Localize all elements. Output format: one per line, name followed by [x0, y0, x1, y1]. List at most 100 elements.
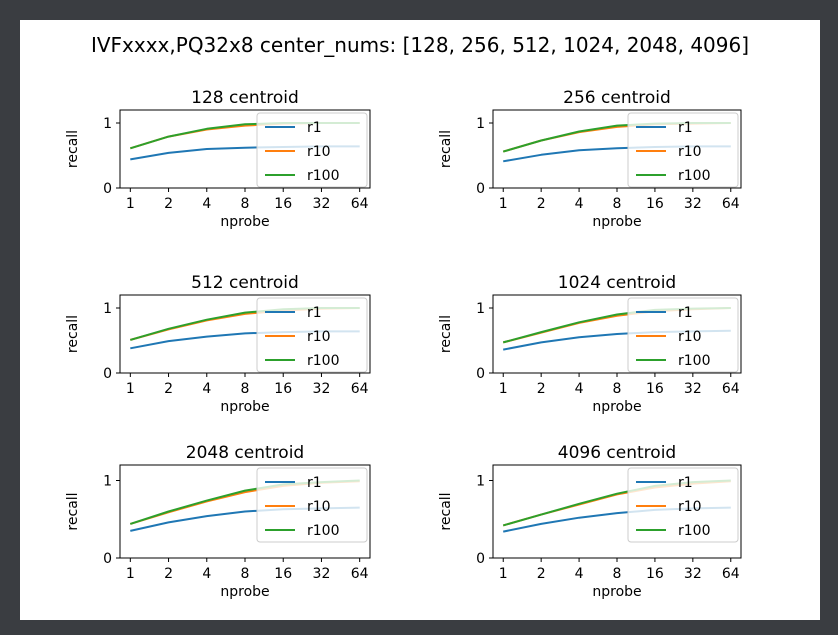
- y-tick-label: 1: [476, 301, 485, 317]
- x-tick-label: 64: [722, 196, 740, 212]
- x-tick-label: 16: [274, 381, 292, 397]
- figure: IVFxxxx,PQ32x8 center_nums: [128, 256, 5…: [20, 20, 820, 620]
- legend-label-r100: r100: [307, 523, 339, 539]
- legend-label-r1: r1: [678, 120, 693, 136]
- x-tick-label: 4: [202, 381, 211, 397]
- legend-box: [627, 112, 739, 188]
- legend: r1 r10 r100: [256, 112, 368, 188]
- x-axis-label: nprobe: [220, 584, 269, 600]
- legend-label-r1: r1: [307, 475, 322, 491]
- legend-label-r1: r1: [678, 305, 693, 321]
- x-tick-label: 2: [537, 381, 546, 397]
- y-tick-label: 0: [476, 366, 485, 382]
- legend-box: [627, 467, 739, 543]
- subplot-title: 1024 centroid: [558, 273, 676, 293]
- y-tick-label: 1: [103, 301, 112, 317]
- legend: r1 r10 r100: [256, 297, 368, 373]
- x-tick-label: 32: [684, 381, 702, 397]
- legend-label-r1: r1: [307, 120, 322, 136]
- x-tick-label: 1: [126, 381, 135, 397]
- x-tick-label: 1: [499, 566, 508, 582]
- x-tick-label: 2: [164, 566, 173, 582]
- legend-box: [256, 467, 368, 543]
- y-tick-label: 1: [476, 116, 485, 132]
- subplot-title: 128 centroid: [191, 88, 299, 108]
- subplot-title: 2048 centroid: [186, 443, 304, 463]
- x-tick-label: 8: [613, 566, 622, 582]
- x-tick-label: 1: [499, 196, 508, 212]
- y-axis-label: recall: [438, 492, 454, 530]
- x-tick-label: 64: [351, 381, 369, 397]
- x-tick-label: 32: [313, 566, 331, 582]
- x-tick-label: 4: [575, 566, 584, 582]
- legend-box: [256, 112, 368, 188]
- legend: r1 r10 r100: [627, 112, 739, 188]
- x-tick-label: 16: [646, 196, 664, 212]
- legend-label-r10: r10: [678, 329, 702, 345]
- y-axis-label: recall: [438, 315, 454, 353]
- x-axis-label: nprobe: [592, 584, 641, 600]
- y-tick-label: 1: [476, 474, 485, 490]
- legend-label-r10: r10: [678, 499, 702, 515]
- figure-canvas: IVFxxxx,PQ32x8 center_nums: [128, 256, 5…: [20, 20, 820, 620]
- legend-label-r100: r100: [678, 523, 710, 539]
- x-tick-label: 64: [722, 381, 740, 397]
- x-tick-label: 2: [164, 196, 173, 212]
- legend: r1 r10 r100: [627, 297, 739, 373]
- x-tick-label: 4: [202, 566, 211, 582]
- x-axis-label: nprobe: [220, 214, 269, 230]
- x-tick-label: 32: [684, 566, 702, 582]
- x-tick-label: 1: [126, 566, 135, 582]
- x-tick-label: 1: [126, 196, 135, 212]
- x-tick-label: 2: [537, 196, 546, 212]
- y-tick-label: 1: [103, 116, 112, 132]
- y-axis-label: recall: [438, 130, 454, 168]
- x-tick-label: 4: [575, 196, 584, 212]
- x-tick-label: 16: [274, 196, 292, 212]
- x-tick-label: 8: [613, 196, 622, 212]
- x-axis-label: nprobe: [220, 399, 269, 415]
- x-tick-label: 32: [313, 196, 331, 212]
- legend-label-r1: r1: [678, 475, 693, 491]
- subplot-title: 4096 centroid: [558, 443, 676, 463]
- y-tick-label: 0: [103, 181, 112, 197]
- x-tick-label: 8: [241, 381, 250, 397]
- x-tick-label: 8: [241, 566, 250, 582]
- x-tick-label: 32: [313, 381, 331, 397]
- legend: r1 r10 r100: [627, 467, 739, 543]
- x-axis-label: nprobe: [592, 399, 641, 415]
- y-tick-label: 0: [103, 551, 112, 567]
- x-tick-label: 64: [351, 196, 369, 212]
- legend-label-r10: r10: [307, 329, 331, 345]
- legend-label-r100: r100: [678, 168, 710, 184]
- legend-label-r100: r100: [307, 168, 339, 184]
- x-tick-label: 64: [722, 566, 740, 582]
- y-tick-label: 0: [476, 551, 485, 567]
- x-axis-label: nprobe: [592, 214, 641, 230]
- legend-box: [256, 297, 368, 373]
- legend: r1 r10 r100: [256, 467, 368, 543]
- subplot-title: 256 centroid: [563, 88, 671, 108]
- x-tick-label: 16: [646, 566, 664, 582]
- subplot-title: 512 centroid: [191, 273, 299, 293]
- y-axis-label: recall: [65, 492, 81, 530]
- y-tick-label: 1: [103, 474, 112, 490]
- y-axis-label: recall: [65, 130, 81, 168]
- x-tick-label: 2: [164, 381, 173, 397]
- x-tick-label: 8: [241, 196, 250, 212]
- legend-label-r10: r10: [307, 499, 331, 515]
- y-tick-label: 0: [476, 181, 485, 197]
- y-tick-label: 0: [103, 366, 112, 382]
- x-tick-label: 16: [274, 566, 292, 582]
- x-tick-label: 32: [684, 196, 702, 212]
- x-tick-label: 8: [613, 381, 622, 397]
- x-tick-label: 1: [499, 381, 508, 397]
- x-tick-label: 4: [202, 196, 211, 212]
- legend-label-r10: r10: [307, 144, 331, 160]
